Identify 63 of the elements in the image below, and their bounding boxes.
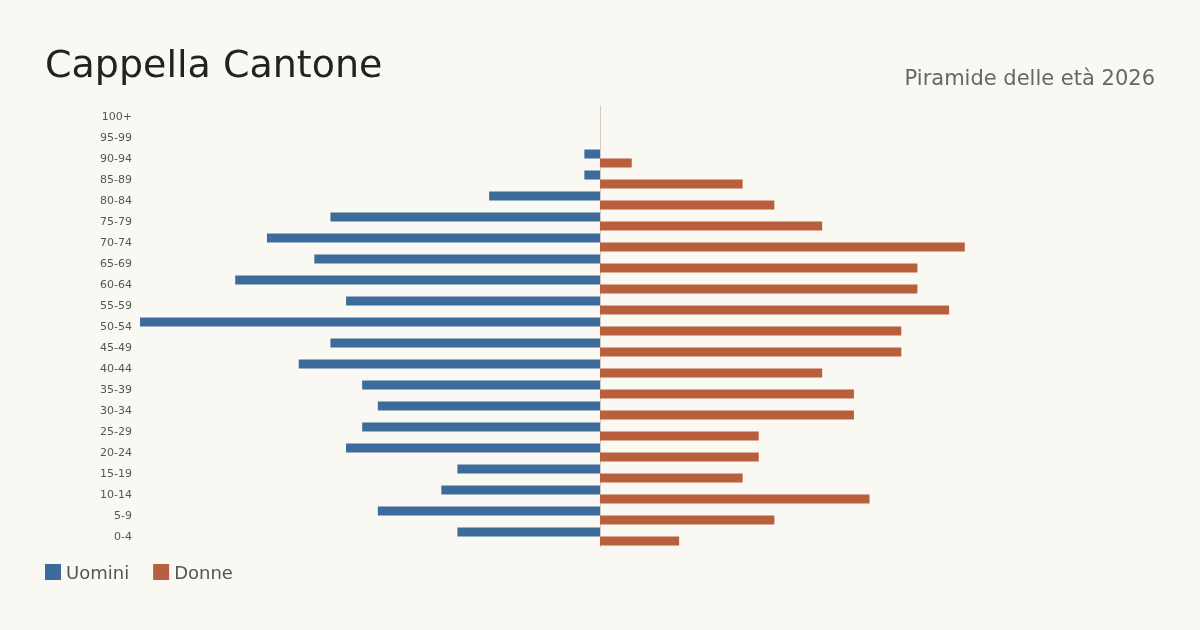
y-tick-label: 30-34 <box>100 404 132 417</box>
bar <box>600 263 918 273</box>
y-tick-label: 5-9 <box>114 509 132 522</box>
bar <box>600 368 823 378</box>
bar <box>600 410 854 420</box>
y-tick-label: 95-99 <box>100 131 132 144</box>
y-tick-label: 80-84 <box>100 194 132 207</box>
bar <box>441 485 600 495</box>
legend-label: Donne <box>174 561 233 583</box>
bar <box>600 347 902 357</box>
bar <box>584 170 600 180</box>
bar <box>600 515 775 525</box>
bar <box>346 296 600 306</box>
bar <box>362 380 600 390</box>
bar <box>600 431 759 441</box>
bar <box>600 536 680 546</box>
y-tick-label: 65-69 <box>100 257 132 270</box>
y-tick-label: 0-4 <box>114 530 132 543</box>
y-tick-label: 10-14 <box>100 488 132 501</box>
bar <box>362 422 600 432</box>
bar <box>600 221 823 231</box>
y-tick-label: 40-44 <box>100 362 132 375</box>
y-tick-label: 45-49 <box>100 341 132 354</box>
bar <box>330 212 600 222</box>
y-tick-label: 100+ <box>101 110 132 123</box>
bar <box>140 317 600 327</box>
bar <box>600 158 632 168</box>
bar <box>346 443 600 453</box>
bar <box>235 275 600 285</box>
bar <box>584 149 600 159</box>
text: Piramide delle età 2026 <box>904 65 1156 90</box>
bar <box>377 401 600 411</box>
legend-label: Uomini <box>66 561 130 583</box>
bar <box>600 179 743 189</box>
y-tick-label: 70-74 <box>100 236 132 249</box>
y-tick-label: 90-94 <box>100 152 132 165</box>
bar <box>266 233 600 243</box>
y-tick-label: 75-79 <box>100 215 132 228</box>
bar <box>600 242 965 252</box>
y-tick-label: 25-29 <box>100 425 132 438</box>
bar <box>600 473 743 483</box>
y-tick-label: 50-54 <box>100 320 132 333</box>
y-tick-label: 35-39 <box>100 383 132 396</box>
bar <box>600 494 870 504</box>
bar <box>600 305 950 315</box>
bar <box>377 506 600 516</box>
bar <box>600 326 902 336</box>
bar <box>457 527 600 537</box>
bar <box>330 338 600 348</box>
bar <box>600 452 759 462</box>
y-tick-label: 20-24 <box>100 446 132 459</box>
bar <box>600 389 854 399</box>
bar <box>298 359 600 369</box>
bar <box>457 464 600 474</box>
chart-title: Cappella Cantone <box>45 42 383 86</box>
bar <box>600 284 918 294</box>
y-tick-label: 60-64 <box>100 278 132 291</box>
bar <box>314 254 600 264</box>
y-tick-label: 85-89 <box>100 173 132 186</box>
bar <box>600 200 775 210</box>
bar <box>489 191 600 201</box>
y-tick-label: 15-19 <box>100 467 132 480</box>
y-tick-label: 55-59 <box>100 299 132 312</box>
